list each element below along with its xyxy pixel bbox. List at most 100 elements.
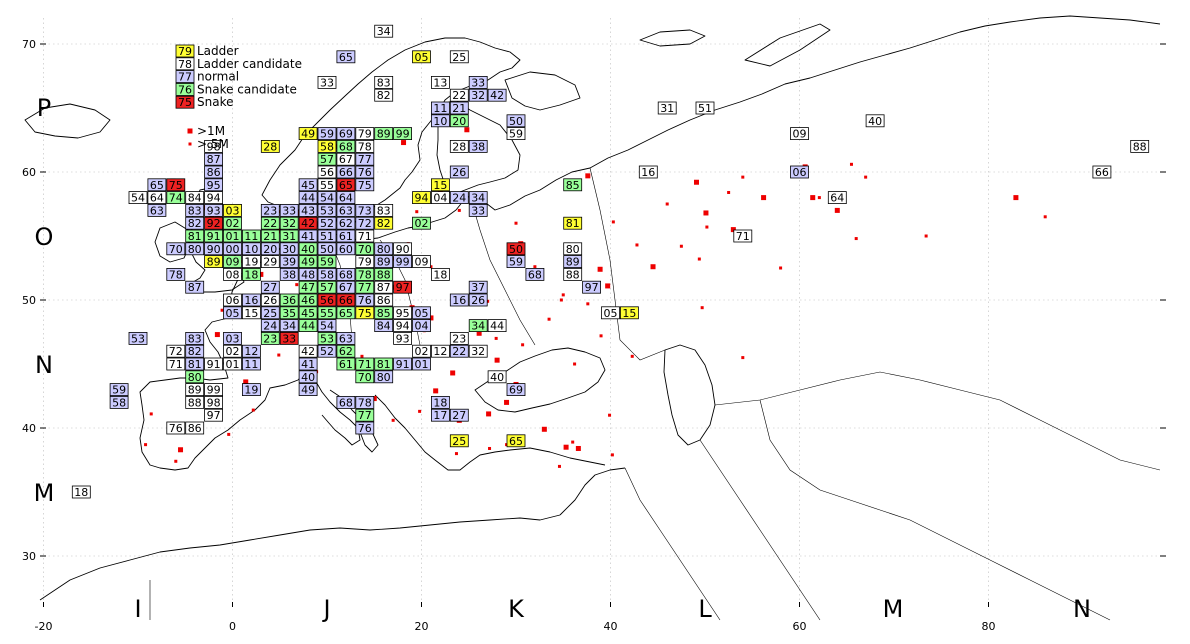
cell-number: 90: [396, 243, 410, 256]
grid-cell: 75: [355, 306, 375, 320]
cell-number: 73: [358, 204, 372, 217]
cell-number: 82: [188, 345, 202, 358]
cell-box: [1130, 139, 1150, 153]
city-small-marker: [174, 459, 178, 463]
cell-number: 08: [226, 268, 240, 281]
cell-number: 91: [207, 358, 221, 371]
grid-cell: 25: [449, 50, 469, 64]
grid-cell: 03: [223, 331, 242, 345]
row-letter: P: [37, 94, 51, 122]
cell-box: [506, 255, 526, 269]
legend-swatch: [175, 57, 195, 71]
cell-number: 38: [471, 140, 485, 153]
grid-cell: 05: [412, 50, 431, 64]
grid-cell: 56: [317, 165, 337, 179]
cell-box: [487, 319, 507, 333]
city-small-marker: [494, 336, 498, 340]
city-large-marker: [504, 399, 510, 405]
cell-number: 46: [301, 294, 315, 307]
cell-box: [827, 191, 847, 205]
grid-cell: 67: [336, 152, 356, 166]
cell-box: [601, 306, 620, 320]
grid-cell: 98: [204, 139, 224, 153]
cell-number: 09: [226, 256, 240, 269]
cell-box: [1092, 165, 1112, 179]
grid-cell: 91: [204, 229, 224, 243]
city-large-marker: [464, 127, 470, 133]
cell-number: 33: [320, 76, 334, 89]
cell-number: 32: [471, 89, 485, 102]
city-large-marker: [258, 271, 264, 277]
city-large-marker: [433, 388, 439, 394]
cell-number: 19: [244, 256, 258, 269]
cell-box: [374, 280, 394, 294]
grid-cell: 08: [223, 267, 242, 281]
cell-number: 31: [282, 230, 296, 243]
cell-number: 81: [566, 217, 580, 230]
cell-number: 00: [226, 243, 240, 256]
grid-cell: 25: [449, 434, 469, 448]
grid-cell: 88: [374, 267, 394, 281]
cell-number: 17: [433, 409, 447, 422]
cell-box: [355, 242, 375, 256]
cell-box: [317, 242, 337, 256]
col-letter: J: [321, 595, 330, 623]
y-tick-label: 40: [22, 422, 36, 435]
cell-number: 88: [1133, 140, 1147, 153]
cell-number: 85: [377, 307, 391, 320]
grid-cell: 23: [449, 331, 469, 345]
cell-number: 77: [358, 409, 372, 422]
city-small-marker: [727, 190, 731, 194]
cell-number: 40: [868, 115, 882, 128]
grid-cell: 50: [506, 114, 526, 128]
cell-number: 80: [188, 371, 202, 384]
grid-cell: 20: [449, 114, 469, 128]
cell-number: 44: [301, 320, 315, 333]
cell-box: [430, 267, 450, 281]
city-large-marker: [494, 357, 500, 363]
grid-cell: 01: [223, 357, 242, 371]
grid-cell: 05: [601, 306, 620, 320]
cell-box: [317, 293, 337, 307]
grid-cell: 55: [317, 178, 337, 192]
cell-number: 03: [226, 332, 240, 345]
grid-cell: 34: [468, 191, 488, 205]
cell-number: 24: [452, 192, 466, 205]
cell-box: [374, 357, 394, 371]
cell-number: 06: [226, 294, 240, 307]
city-small-marker: [679, 244, 683, 248]
cell-number: 33: [282, 204, 296, 217]
cell-box: [298, 229, 318, 243]
cell-number: 31: [660, 102, 674, 115]
grid-cell: 88: [1130, 139, 1150, 153]
city-large-marker: [693, 179, 699, 185]
grid-cell: 88: [563, 267, 583, 281]
cell-box: [336, 165, 356, 179]
cell-number: 52: [320, 217, 334, 230]
y-tick-label: 30: [22, 550, 36, 563]
grid-cell: 91: [204, 357, 224, 371]
cell-box: [279, 267, 299, 281]
grid-cell: 76: [355, 421, 375, 435]
cell-number: 94: [415, 192, 429, 205]
grid-cell: 02: [412, 216, 431, 230]
cell-number: 54: [131, 192, 145, 205]
grid-cell: 42: [298, 344, 318, 358]
grid-cell: 46: [298, 293, 318, 307]
legend-label: Ladder: [197, 44, 239, 58]
cell-number: 78: [358, 268, 372, 281]
grid-cell: 64: [827, 191, 847, 205]
city-small-marker: [533, 265, 537, 269]
cell-box: [298, 319, 318, 333]
grid-cell: 79: [355, 255, 375, 269]
grid-cell: 11: [430, 101, 450, 115]
cell-box: [449, 88, 469, 102]
cell-number: 24: [263, 320, 277, 333]
city-large-marker: [585, 173, 591, 179]
cell-number: 77: [358, 281, 372, 294]
cell-box: [185, 421, 205, 435]
cell-number: 21: [452, 102, 466, 115]
cell-box: [260, 306, 280, 320]
grid-cell: 18: [71, 485, 91, 499]
grid-cell: 49: [298, 383, 318, 397]
